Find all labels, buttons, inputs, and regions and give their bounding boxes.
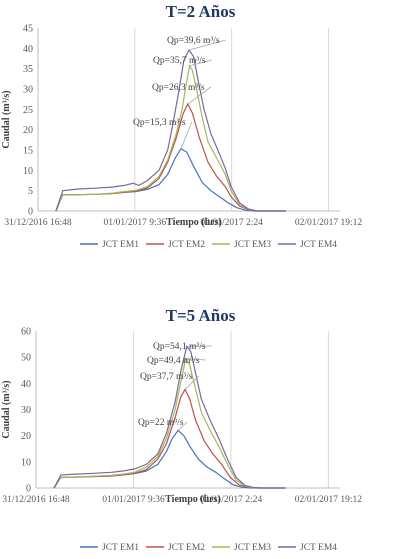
y-axis-label: Caudal (m³/s) [1, 90, 12, 148]
y-tick-label: 25 [23, 105, 33, 116]
series-line [53, 357, 286, 489]
y-tick-label: 50 [21, 353, 31, 364]
peak-annotation: Qp=54,1 m³/s [153, 342, 206, 352]
annotation-leader [177, 421, 188, 431]
x-tick-label: 02/01/2017 19:12 [295, 218, 363, 228]
legend-label: JCT EM1 [102, 240, 139, 250]
x-tick-label: 31/12/2016 16:48 [4, 218, 72, 228]
annotation-leader [187, 86, 212, 105]
x-tick-label: 02/01/2017 19:12 [295, 495, 363, 505]
peak-annotation: Qp=37,7 m³/s [140, 372, 193, 382]
chart-panel-t5: T=5 Años 0 10 20 30 40 50 60 31/12/2016 16:48 01… [0, 300, 401, 559]
y-tick-label: 0 [28, 207, 33, 218]
x-tick-label: 01/01/2017 9:36 [102, 495, 165, 505]
x-tick-label: 02/01/2017 2:24 [200, 495, 263, 505]
y-axis-label: Caudal (m³/s) [1, 380, 12, 438]
x-axis-label: Tiempo (hrs) [166, 217, 222, 228]
y-tick-label: 10 [23, 166, 33, 177]
y-tick-label: 5 [28, 186, 33, 197]
legend-label: JCT EM4 [300, 543, 337, 553]
series-line [53, 429, 286, 489]
annotation-leader [180, 121, 193, 149]
x-tick-label: 02/01/2017 2:24 [200, 218, 263, 228]
chart-panel-t2: T=2 Años 0 5 10 15 20 25 30 35 40 45 31/12/2016 16… [0, 0, 401, 268]
y-tick-label: 20 [23, 125, 33, 136]
peak-annotation: Qp=15,3 m³/s [133, 118, 186, 128]
x-tick-label: 01/01/2017 9:36 [104, 218, 167, 228]
legend-label: JCT EM3 [234, 240, 271, 250]
legend-label: JCT EM2 [168, 240, 205, 250]
annotation-leader [189, 59, 212, 67]
y-tick-label: 40 [23, 44, 33, 55]
series-line [53, 345, 286, 489]
y-tick-label: 35 [23, 64, 33, 75]
y-tick-label: 30 [21, 405, 31, 416]
peak-annotation: Qp=35,7 m³/s [153, 56, 206, 66]
y-tick-label: 10 [21, 457, 31, 468]
peak-annotation: Qp=49,4 m³/s [147, 356, 200, 366]
y-tick-label: 45 [23, 24, 33, 35]
x-tick-label: 31/12/2016 16:48 [2, 495, 70, 505]
legend-label: JCT EM1 [102, 543, 139, 553]
series-line [55, 64, 286, 212]
peak-annotation: Qp=22 m³/s [138, 418, 184, 428]
peak-annotation: Qp=26,3 m³/s [152, 83, 205, 93]
chart-t5-svg: 0 10 20 30 40 50 60 31/12/2016 16:48 01/01/2017 … [1, 327, 363, 554]
x-axis-label: Tiempo (hrs) [165, 494, 221, 505]
y-tick-label: 20 [21, 431, 31, 442]
chart-title: T=5 Años [165, 306, 236, 325]
annotation-leader [184, 375, 200, 390]
y-tick-label: 0 [26, 484, 31, 495]
peak-annotation: Qp=39,6 m³/s [167, 36, 220, 46]
y-tick-label: 60 [21, 327, 31, 338]
y-tick-label: 40 [21, 379, 31, 390]
y-tick-label: 30 [23, 85, 33, 96]
annotation-leader [185, 358, 206, 361]
chart-t2-svg: 0 5 10 15 20 25 30 35 40 45 31/12/2016 16:48 01/01/… [1, 24, 363, 251]
annotation-leader [188, 39, 226, 51]
chart-title: T=2 Años [165, 2, 236, 21]
legend-label: JCT EM2 [168, 543, 205, 553]
y-tick-label: 15 [23, 146, 33, 157]
legend-label: JCT EM4 [300, 240, 337, 250]
series-line [55, 48, 286, 212]
series-line [55, 147, 286, 212]
legend-label: JCT EM3 [234, 543, 271, 553]
